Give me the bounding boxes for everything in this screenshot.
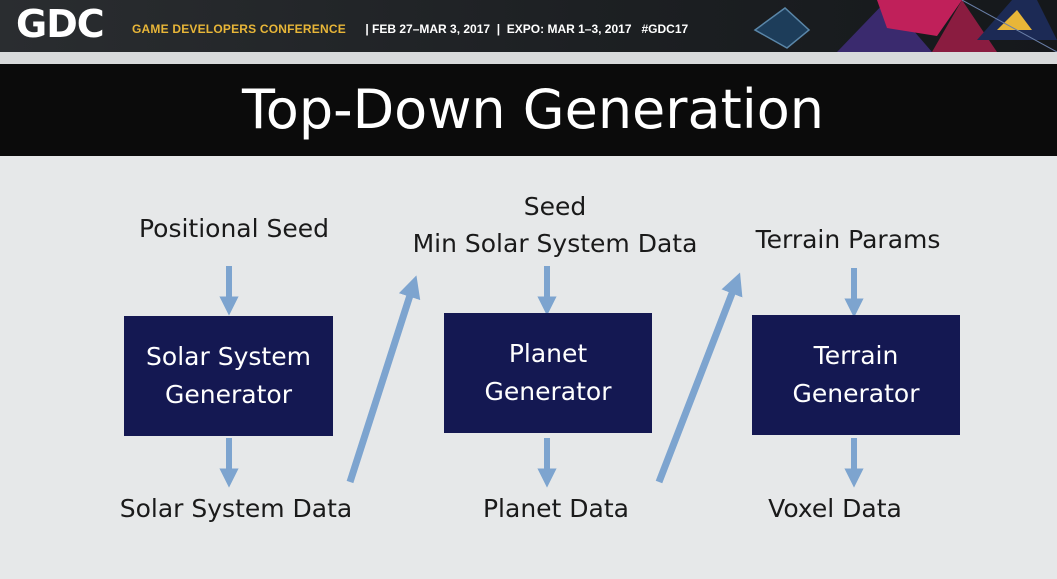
banner-divider: [0, 52, 1057, 64]
title-bar: Top-Down Generation: [0, 64, 1057, 156]
box-label-line: Terrain: [813, 341, 899, 370]
solar-system-generator-box: Solar System Generator: [124, 316, 333, 436]
conference-dates: | FEB 27–MAR 3, 2017 | EXPO: MAR 1–3, 20…: [362, 22, 689, 36]
box-label-line: Generator: [792, 379, 920, 408]
input-label-positional-seed: Positional Seed: [138, 214, 330, 243]
banner-polygon-art: [753, 0, 1057, 52]
box-label-line: Generator: [165, 380, 292, 409]
diagonal-arrow: [346, 275, 421, 484]
slide-title: Top-Down Generation: [241, 78, 825, 141]
planet-generator-box: Planet Generator: [444, 313, 652, 433]
terrain-generator-box: Terrain Generator: [752, 315, 960, 435]
box-label-line: Solar System: [146, 342, 311, 371]
gdc-banner: GDC GAME DEVELOPERS CONFERENCE | FEB 27–…: [0, 0, 1057, 52]
diagram: Positional Seed Solar System Generator S…: [0, 156, 1057, 579]
input-label-seed: Seed: [523, 192, 587, 221]
diagram-arrows: [219, 266, 864, 488]
box-label-line: Generator: [484, 377, 612, 406]
gdc-logo: GDC: [16, 2, 105, 46]
output-label-voxel-data: Voxel Data: [768, 494, 902, 523]
diagonal-arrow: [655, 272, 743, 484]
box-label-line: Planet: [508, 339, 588, 368]
output-label-solar-system-data: Solar System Data: [119, 494, 353, 523]
input-label-terrain-params: Terrain Params: [755, 225, 941, 254]
output-label-planet-data: Planet Data: [482, 494, 629, 523]
input-label-min-solar-system-data: Min Solar System Data: [412, 229, 698, 258]
conference-name: GAME DEVELOPERS CONFERENCE: [132, 22, 346, 36]
